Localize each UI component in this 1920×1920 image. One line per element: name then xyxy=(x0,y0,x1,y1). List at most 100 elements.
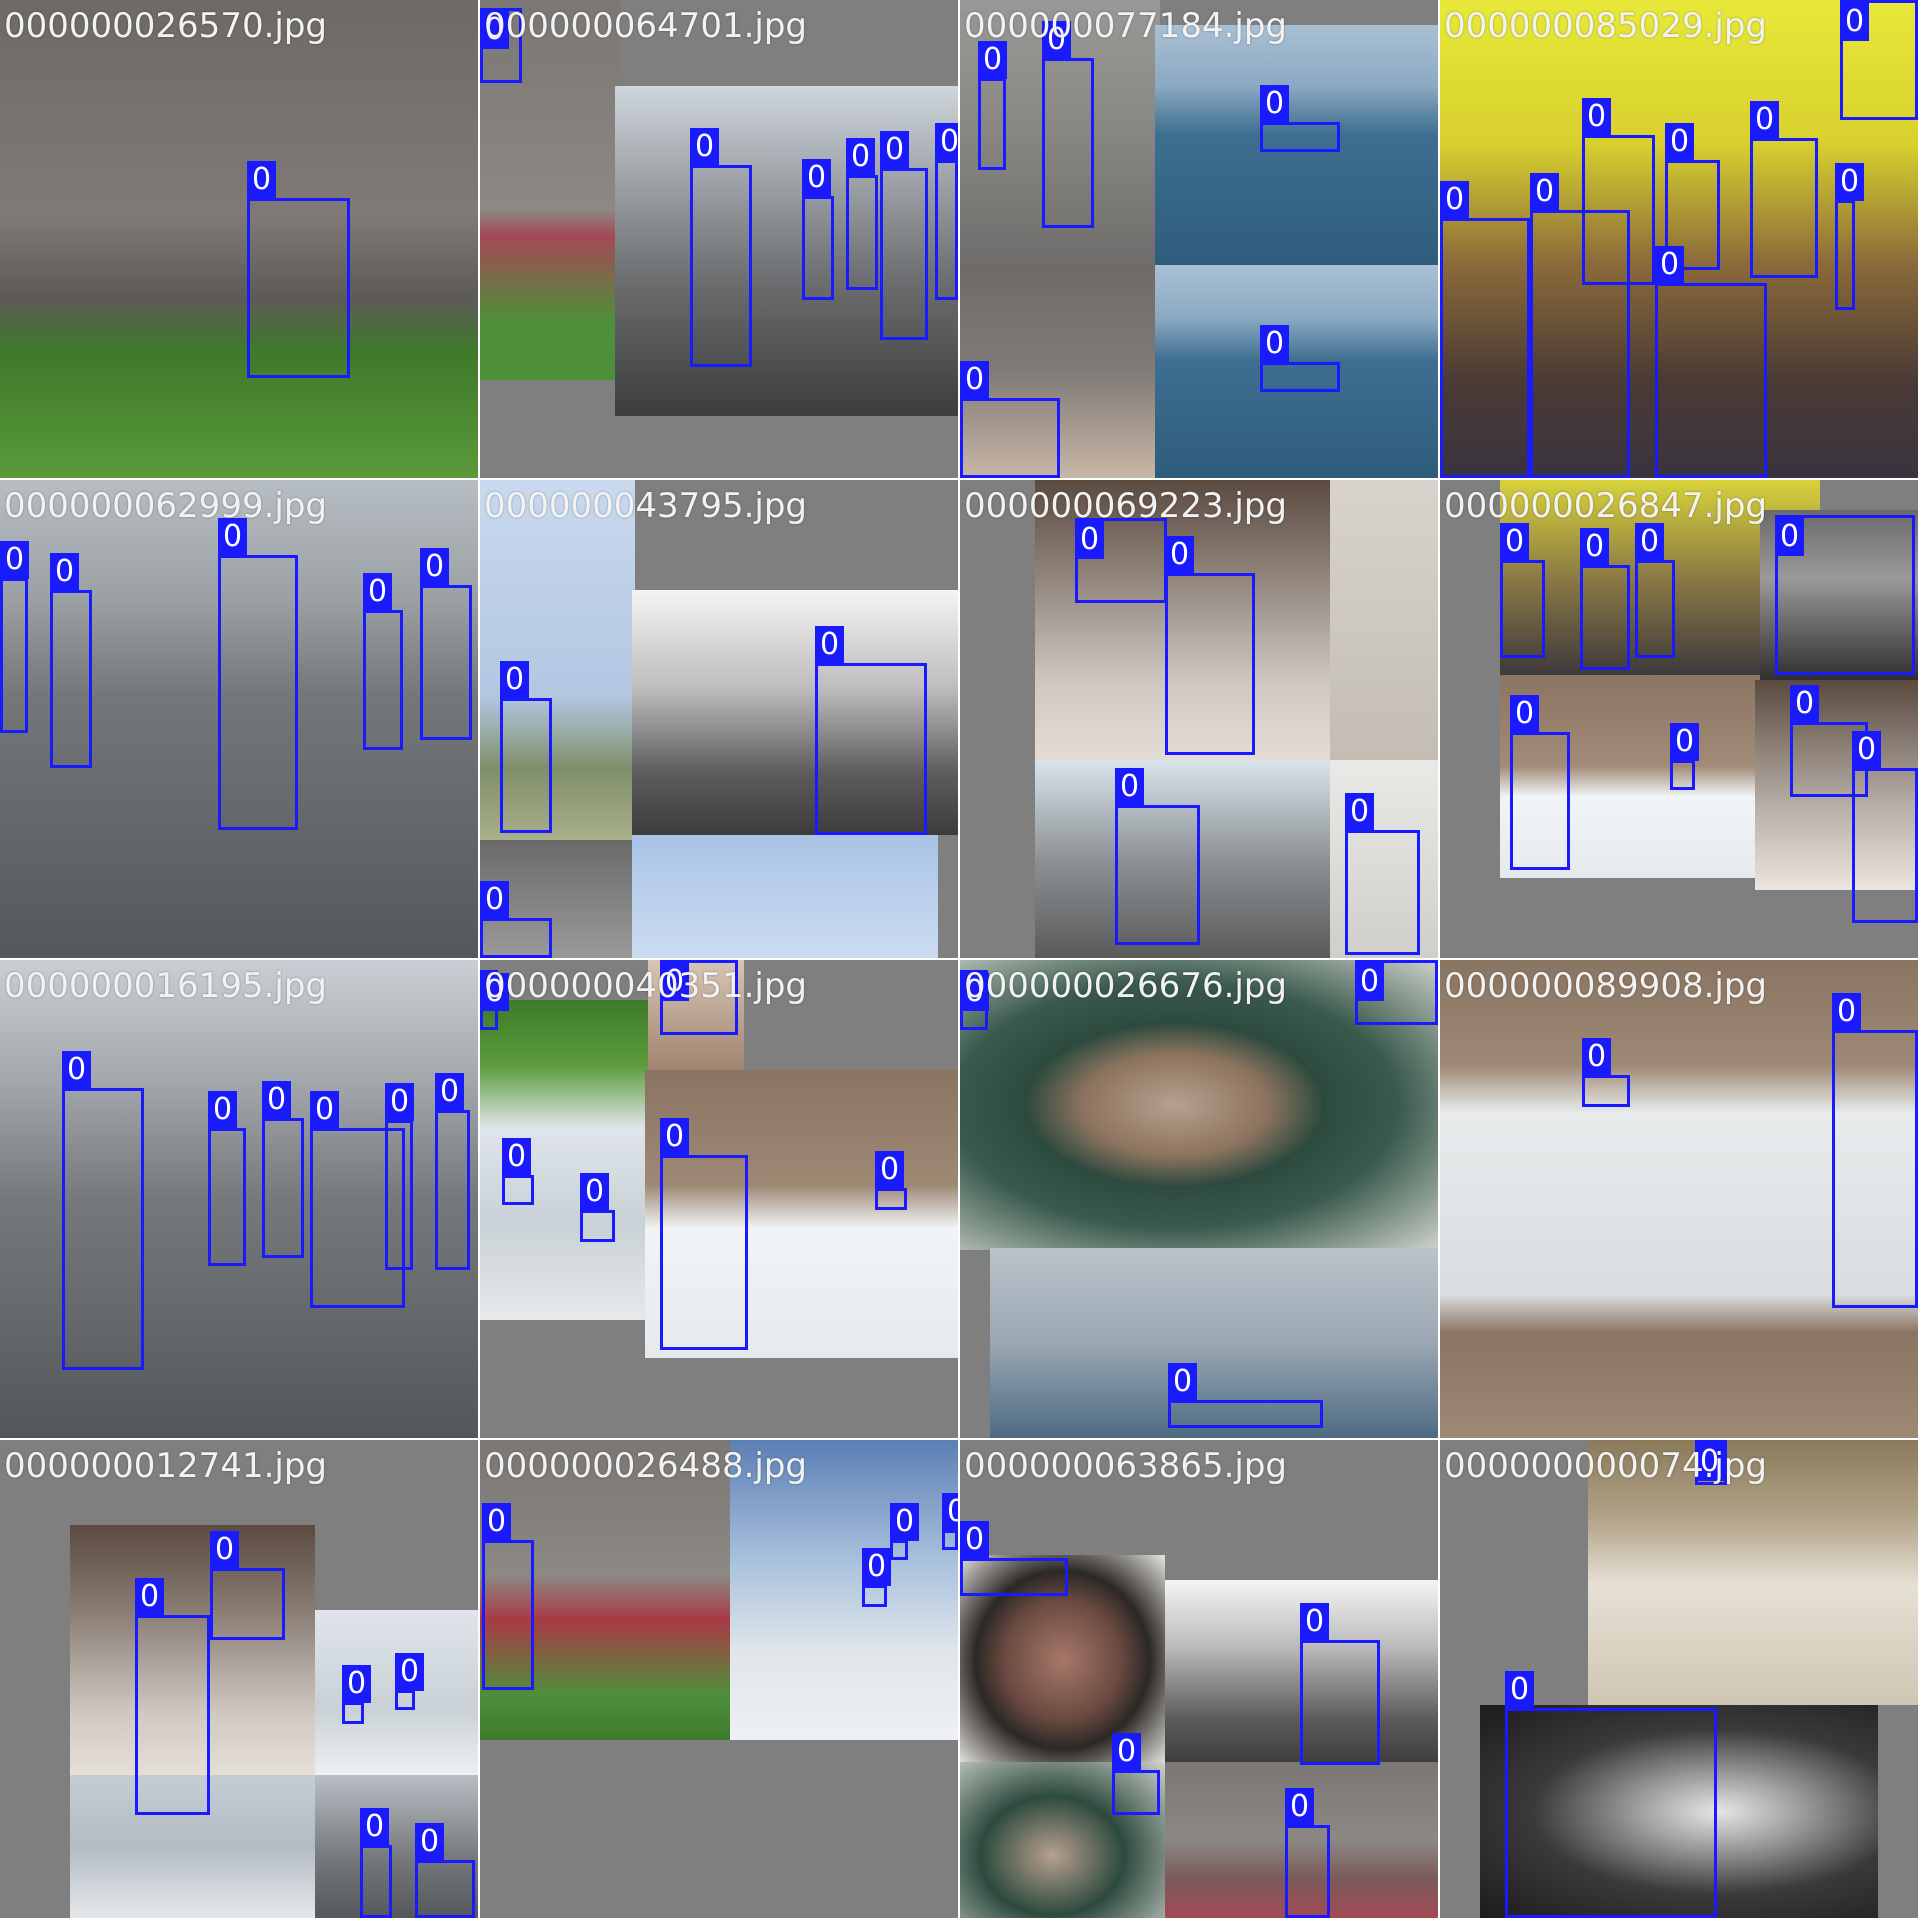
class-label: 0 xyxy=(385,1083,415,1121)
class-label: 0 xyxy=(1300,1603,1330,1641)
detection-box: 0 xyxy=(1260,325,1340,392)
class-label: 0 xyxy=(1635,523,1665,561)
class-label: 0 xyxy=(342,1665,372,1703)
filename-label: 000000043795.jpg xyxy=(484,486,807,526)
detection-box: 0 xyxy=(960,970,990,1030)
photo-fragment xyxy=(1755,680,1918,890)
detection-box: 0 xyxy=(1440,181,1530,478)
class-label: 0 xyxy=(1530,173,1560,211)
detection-box: 0 xyxy=(862,1548,892,1607)
detection-box: 0 xyxy=(875,1151,907,1210)
detection-box: 0 xyxy=(310,1091,405,1308)
class-label: 0 xyxy=(1355,963,1385,1001)
photo-fragment xyxy=(0,480,478,958)
detection-box: 0 xyxy=(1835,163,1865,310)
class-label: 0 xyxy=(1580,528,1610,566)
class-label: 0 xyxy=(935,123,958,161)
class-label: 0 xyxy=(1115,768,1145,806)
class-label: 0 xyxy=(660,1118,690,1156)
image-tile: 0 0 000000089908.jpg xyxy=(1440,960,1918,1438)
image-tile: 0 000000026570.jpg xyxy=(0,0,478,478)
class-label: 0 xyxy=(690,128,720,166)
class-label: 0 xyxy=(310,1091,340,1129)
image-tile: 0 0 0 000000043795.jpg xyxy=(480,480,958,958)
photo-fragment xyxy=(960,1555,1165,1765)
class-label: 0 xyxy=(580,1173,610,1211)
detection-box: 0 xyxy=(0,541,30,733)
detection-box: 0 xyxy=(935,123,958,300)
photo-fragment xyxy=(1588,1440,1918,1705)
detection-box: 0 xyxy=(1500,523,1545,658)
filename-label: 000000085029.jpg xyxy=(1444,6,1767,46)
photo-fragment xyxy=(480,0,620,380)
class-label: 0 xyxy=(802,159,832,197)
class-label: 0 xyxy=(480,881,510,919)
class-label: 0 xyxy=(960,973,990,1011)
class-label: 0 xyxy=(1832,993,1862,1031)
detection-box: 0 xyxy=(1112,1733,1160,1815)
class-label: 0 xyxy=(846,138,876,176)
detection-box: 0 xyxy=(210,1531,285,1640)
detection-box: 0 xyxy=(880,131,928,340)
class-label: 0 xyxy=(815,626,845,664)
photo-fragment xyxy=(1155,265,1438,478)
photo-fragment xyxy=(960,1762,1165,1918)
class-label: 0 xyxy=(1168,1363,1198,1401)
filename-label: 000000040351.jpg xyxy=(484,966,807,1006)
class-label: 0 xyxy=(1665,123,1695,161)
detection-box: 0 xyxy=(960,361,1060,478)
image-tile: 0 0 0 0 0 0 000000064701.jpg xyxy=(480,0,958,478)
class-label: 0 xyxy=(1260,85,1290,123)
detection-box: 0 xyxy=(480,8,522,83)
photo-fragment xyxy=(315,1775,478,1918)
photo-fragment xyxy=(480,1440,730,1740)
class-label: 0 xyxy=(0,541,30,579)
photo-fragment xyxy=(730,1440,958,1740)
detection-box: 0 xyxy=(1695,1440,1727,1485)
detection-box: 0 xyxy=(342,1665,372,1724)
detection-box: 0 xyxy=(1165,536,1255,755)
detection-box: 0 xyxy=(247,161,350,378)
class-label: 0 xyxy=(978,41,1008,79)
class-label: 0 xyxy=(960,1521,990,1559)
photo-fragment xyxy=(1035,760,1338,958)
image-tile: 0 0 0 000000026676.jpg xyxy=(960,960,1438,1438)
detection-box: 0 xyxy=(480,881,552,958)
class-label: 0 xyxy=(360,1808,390,1846)
detection-box: 0 xyxy=(1042,21,1094,228)
class-label: 0 xyxy=(1075,521,1105,559)
image-tile: 0 0 0 0 0 000000077184.jpg xyxy=(960,0,1438,478)
detection-box: 0 xyxy=(480,970,510,1030)
filename-label: 000000012741.jpg xyxy=(4,1446,327,1486)
detection-box: 0 xyxy=(890,1503,920,1560)
detection-box: 0 xyxy=(1345,793,1420,955)
detection-box: 0 xyxy=(62,1051,144,1370)
class-label: 0 xyxy=(1852,731,1882,769)
class-label: 0 xyxy=(420,548,450,586)
class-label: 0 xyxy=(890,1503,920,1541)
detection-box: 0 xyxy=(1505,1671,1717,1918)
class-label: 0 xyxy=(502,1138,532,1176)
detection-box: 0 xyxy=(690,128,752,367)
class-label: 0 xyxy=(1505,1671,1535,1709)
detection-box: 0 xyxy=(363,573,403,750)
detection-box: 0 xyxy=(1840,0,1918,120)
class-label: 0 xyxy=(1165,536,1195,574)
image-tile: 0 0 0 0 0 000000062999.jpg xyxy=(0,480,478,958)
detection-box: 0 xyxy=(660,1118,748,1350)
class-label: 0 xyxy=(62,1051,92,1089)
photo-fragment xyxy=(1440,960,1918,1438)
detection-box: 0 xyxy=(1355,960,1438,1025)
image-tile: 0 0 0 0 000000069223.jpg xyxy=(960,480,1438,958)
detection-box: 0 xyxy=(1260,85,1340,152)
photo-fragment xyxy=(0,0,478,478)
detection-box: 0 xyxy=(208,1091,246,1266)
photo-fragment xyxy=(990,1248,1438,1438)
class-label: 0 xyxy=(480,11,510,49)
detection-box: 0 xyxy=(942,1493,958,1550)
detection-box: 0 xyxy=(435,1073,470,1270)
class-label: 0 xyxy=(482,1503,512,1541)
class-label: 0 xyxy=(1510,695,1540,733)
detection-box: 0 xyxy=(415,1823,475,1918)
